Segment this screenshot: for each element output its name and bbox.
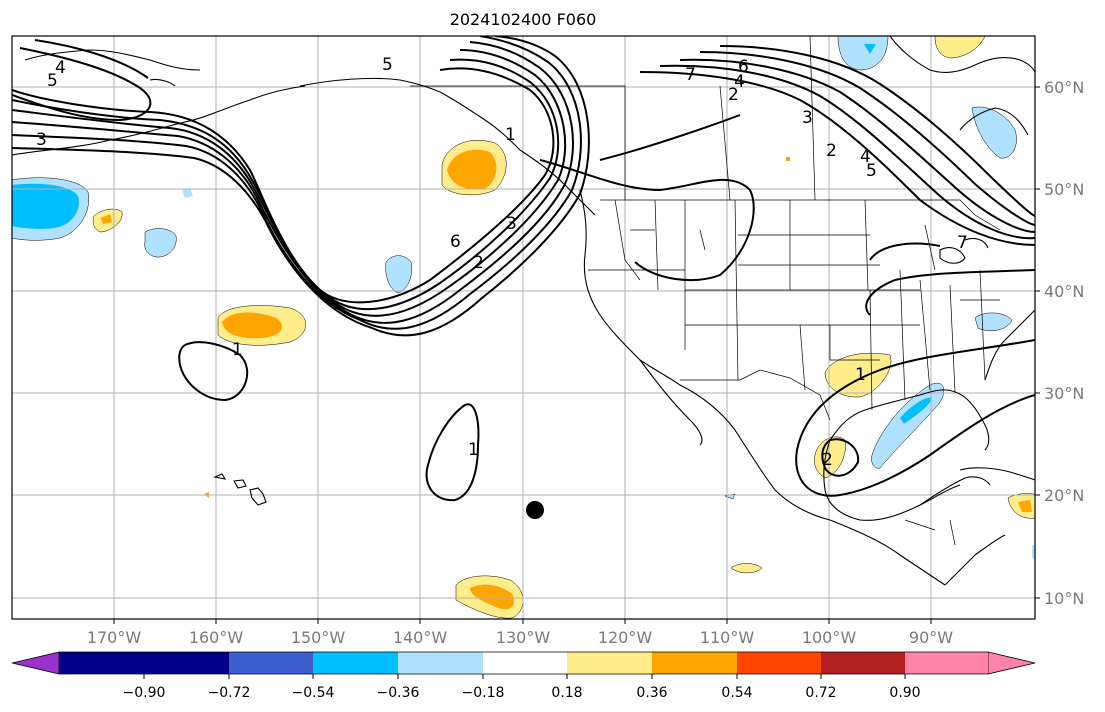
colorbar-segment [313, 652, 398, 674]
colorbar-segment [737, 652, 821, 674]
contour-label: 1 [505, 125, 516, 145]
lon-label: 150°W [291, 628, 346, 647]
contour-label: 5 [866, 161, 877, 181]
lon-label: 120°W [598, 628, 653, 647]
colorbar: −0.90 −0.72 −0.54 −0.36 −0.18 0.18 0.36 … [11, 651, 1036, 701]
colorbar-tick-label: −0.90 [123, 685, 166, 701]
colorbar-tick-label: 0.36 [636, 685, 667, 701]
contour-label: 4 [734, 72, 745, 92]
lon-label: 110°W [700, 628, 755, 647]
colorbar-segment [905, 652, 988, 674]
colorbar-tick-label: −0.18 [462, 685, 505, 701]
lat-label: 20°N [1044, 486, 1084, 505]
colorbar-segment [567, 652, 652, 674]
contour-label: 4 [55, 58, 66, 78]
lat-label: 30°N [1044, 384, 1084, 403]
lon-label: 140°W [393, 628, 448, 647]
contour-label: 2 [473, 253, 484, 273]
contour-label: 3 [802, 108, 813, 128]
contour-lines [12, 36, 1035, 502]
contour-label: 7 [957, 233, 968, 253]
axis-ticks [113, 86, 1040, 624]
contour-label: 3 [36, 130, 47, 150]
negative-anomaly-shading [12, 36, 1035, 560]
colorbar-segment [398, 652, 483, 674]
lon-label: 160°W [189, 628, 244, 647]
lat-label: 40°N [1044, 282, 1084, 301]
colorbar-extend-max [987, 651, 1036, 675]
contour-label: 7 [685, 65, 696, 85]
location-marker [526, 501, 544, 519]
contour-label: 5 [47, 71, 58, 91]
colorbar-segment [144, 652, 229, 674]
contour-label: 4 [860, 147, 871, 167]
contour-label: 3 [506, 214, 517, 234]
latitude-labels: 60°N 50°N 40°N 30°N 20°N 10°N [1044, 78, 1084, 608]
contour-label: 5 [382, 55, 393, 75]
colorbar-tick-label: 0.72 [805, 685, 836, 701]
colorbar-tick-label: 0.90 [889, 685, 920, 701]
contour-label: 2 [826, 141, 837, 161]
lon-label: 100°W [802, 628, 857, 647]
positive-anomaly-shading [92, 36, 1035, 619]
colorbar-tick-label: −0.36 [377, 685, 420, 701]
lon-label: 130°W [496, 628, 551, 647]
colorbar-segment [483, 652, 567, 674]
contour-label: 1 [468, 440, 479, 460]
lat-label: 60°N [1044, 78, 1084, 97]
colorbar-tick-label: 0.54 [721, 685, 752, 701]
lat-label: 50°N [1044, 180, 1084, 199]
map-title: 2024102400 F060 [449, 10, 597, 29]
contour-label: 2 [822, 450, 833, 470]
colorbar-segment [652, 652, 737, 674]
lon-label: 90°W [909, 628, 953, 647]
lat-label: 10°N [1044, 589, 1084, 608]
colorbar-tick-label: 0.18 [551, 685, 582, 701]
colorbar-segment [59, 652, 144, 674]
colorbar-extend-min [11, 651, 60, 675]
contour-label: 1 [855, 365, 866, 385]
colorbar-tick-label: −0.54 [292, 685, 335, 701]
contour-label: 2 [728, 85, 739, 105]
coastlines [12, 36, 1035, 586]
colorbar-segment [229, 652, 313, 674]
colorbar-tick-label: −0.72 [208, 685, 251, 701]
contour-label: 1 [232, 340, 243, 360]
colorbar-segment [821, 652, 905, 674]
longitude-labels: 170°W 160°W 150°W 140°W 130°W 120°W 110°… [87, 628, 953, 647]
contour-label-group: 4 5 3 5 6 2 3 1 4 3 2 6 7 2 4 5 7 1 1 2 … [36, 55, 968, 470]
political-borders [410, 36, 1001, 546]
contour-label: 6 [738, 57, 749, 77]
contour-label: 6 [450, 232, 461, 252]
lon-label: 170°W [87, 628, 142, 647]
